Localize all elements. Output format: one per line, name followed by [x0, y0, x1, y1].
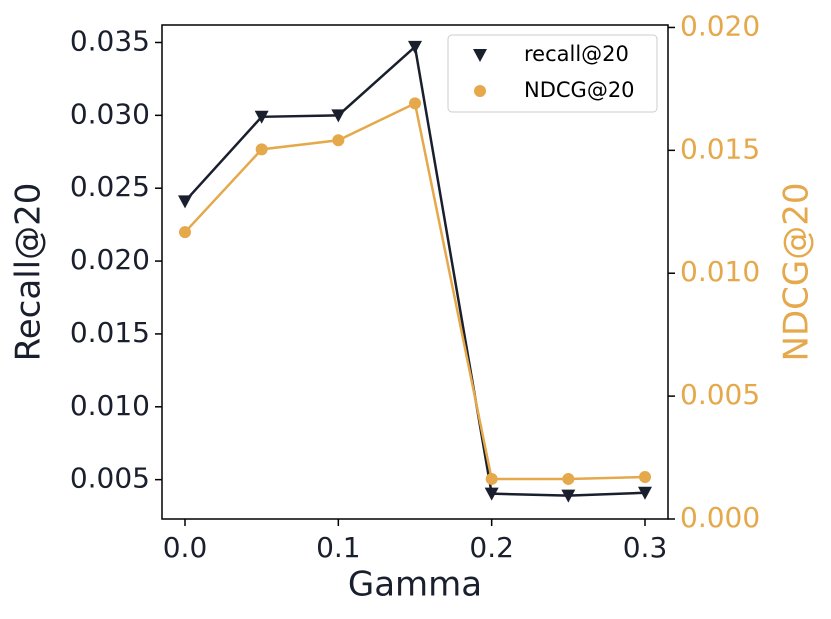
plot-frame [161, 24, 669, 520]
x-axis-label: Gamma [348, 565, 482, 605]
y-tick-label: 0.030 [70, 97, 150, 130]
point [409, 97, 421, 110]
y-tick-label: 0.015 [70, 316, 150, 349]
x-tick-label: 0.0 [163, 531, 208, 564]
point [562, 472, 575, 485]
y-tick-label: 0.010 [70, 389, 150, 422]
y2-tick-label: 0.020 [680, 9, 760, 42]
line [184, 44, 646, 497]
line [184, 101, 646, 481]
point [254, 110, 269, 124]
point [408, 40, 422, 54]
y-tick-label: 0.005 [70, 462, 150, 495]
legend-label: recall@20 [524, 42, 629, 66]
y-tick-label: 0.035 [70, 24, 150, 57]
point [639, 470, 651, 483]
x-tick-label: 0.1 [316, 531, 361, 564]
point [485, 472, 498, 485]
point [332, 134, 345, 147]
y2-tick-label: 0.005 [680, 378, 760, 411]
point [561, 489, 576, 503]
y-tick-label: 0.025 [70, 170, 150, 203]
point [178, 195, 192, 209]
y-axis-label: Recall@20 [9, 183, 49, 362]
point [179, 226, 191, 239]
legend-marker [473, 49, 487, 62]
y2-tick-label: 0.010 [680, 255, 760, 288]
legend-label: NDCG@20 [524, 78, 635, 102]
y2-axis-label: NDCG@20 [777, 183, 817, 362]
point [638, 486, 652, 500]
y2-tick-label: 0.000 [680, 501, 760, 534]
point [331, 109, 346, 123]
y-tick-label: 0.020 [70, 243, 150, 276]
legend [447, 34, 658, 113]
legend-marker [474, 85, 486, 97]
point [484, 487, 499, 501]
y2-tick-label: 0.015 [680, 132, 760, 165]
point [255, 143, 268, 156]
x-tick-label: 0.3 [623, 531, 668, 564]
x-tick-label: 0.2 [469, 531, 514, 564]
